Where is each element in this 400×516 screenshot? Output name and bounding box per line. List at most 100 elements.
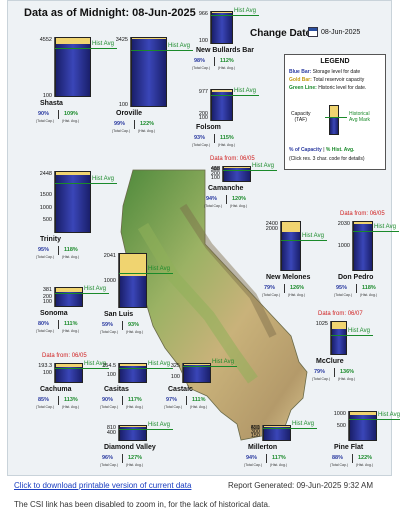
reservoir-capacity-bar[interactable] xyxy=(281,221,301,271)
reservoir-axis-tick: 450 xyxy=(250,425,260,431)
reservoir-name-link[interactable]: Camanche xyxy=(208,185,244,192)
reservoir-total-cap-caption: (Total Cap.) xyxy=(192,66,211,70)
reservoir-capacity-bar[interactable] xyxy=(55,171,91,233)
legend-blue: Blue Bar: Storage level for date xyxy=(289,69,360,75)
legend-gold: Gold Bar: Total reservoir capacity xyxy=(289,77,364,83)
reservoir-capacity-bar[interactable] xyxy=(55,287,83,307)
reservoir-capacity-bar[interactable] xyxy=(183,363,211,383)
reservoir-storage-fill xyxy=(120,365,146,382)
reservoir-hist-label: Hist Avg xyxy=(374,224,396,230)
reservoir-total-cap-caption: (Total Cap.) xyxy=(334,293,353,297)
data-from-label: Data from: xyxy=(318,311,347,317)
reservoir-capacity-bar[interactable] xyxy=(55,37,91,97)
reservoir-hist-avg-caption: (Hist. Avg.) xyxy=(126,463,144,467)
reservoir-name-link[interactable]: Millerton xyxy=(248,444,278,451)
reservoir-hist-line xyxy=(331,335,373,337)
calendar-icon[interactable] xyxy=(308,27,318,37)
reservoir-pct-separator xyxy=(58,246,59,255)
reservoir-capacity-bar[interactable] xyxy=(119,363,147,383)
reservoir-name-link[interactable]: Pine Flat xyxy=(334,444,364,451)
reservoir-hist-avg-caption: (Hist. Avg.) xyxy=(356,463,374,467)
reservoir-pct-capacity: 97% xyxy=(166,397,178,403)
reservoir-capacity-bar[interactable] xyxy=(131,37,167,107)
reservoir-capacity-bar[interactable] xyxy=(331,321,347,355)
data-from-date: 06/07 xyxy=(347,311,363,317)
reservoir-capacity-bar[interactable] xyxy=(119,253,147,308)
reservoir-pct-separator xyxy=(284,284,285,293)
reservoir-pct-hist: 120% xyxy=(232,196,247,202)
reservoir-pct-capacity: 94% xyxy=(246,455,258,461)
reservoir-axis-tick: 1500 xyxy=(39,192,52,198)
reservoir-pct-capacity: 96% xyxy=(102,455,114,461)
reservoir-name-link[interactable]: San Luis xyxy=(104,311,134,318)
reservoir-hist-line xyxy=(119,367,173,369)
reservoir-axis-tick: 100 xyxy=(42,92,52,99)
reservoir-name-link[interactable]: New Bullards Bar xyxy=(196,47,254,54)
reservoir-storage-fill xyxy=(264,426,290,440)
reservoir-name-link[interactable]: Trinity xyxy=(40,236,62,243)
reservoir-total-cap-caption: (Total Cap.) xyxy=(36,255,55,259)
reservoir-storage-fill xyxy=(212,12,232,43)
reservoir-axis-tick: 200 xyxy=(198,111,208,118)
reservoir-pct-capacity: 85% xyxy=(38,397,50,403)
reservoir-total-cap-caption: (Total Cap.) xyxy=(164,405,183,409)
download-printable-link[interactable]: Click to download printable version of c… xyxy=(14,481,192,490)
change-date-value[interactable]: 08-Jun-2025 xyxy=(321,29,361,36)
reservoir-axis-tick: 400 xyxy=(210,166,220,172)
reservoir-name-link[interactable]: Castaic xyxy=(168,386,193,393)
reservoir-name-link[interactable]: Don Pedro xyxy=(338,274,374,281)
reservoir-hist-label: Hist Avg xyxy=(378,412,400,419)
reservoir-axis-tick: 3425 xyxy=(115,37,128,43)
reservoir-capacity-bar[interactable] xyxy=(211,89,233,121)
reservoir-name-link[interactable]: Cachuma xyxy=(40,386,72,393)
reservoir-storage-fill xyxy=(132,38,166,106)
reservoir-total-cap-caption: (Total Cap.) xyxy=(330,463,349,467)
reservoir-capacity-bar[interactable] xyxy=(353,221,373,271)
reservoir-axis-tick: 977 xyxy=(198,89,208,95)
reservoir-hist-avg-caption: (Hist. Avg.) xyxy=(270,463,288,467)
reservoir-pct-hist: 93% xyxy=(128,322,140,328)
reservoir-pct-separator xyxy=(58,320,59,329)
reservoir-hist-label: Hist Avg xyxy=(302,232,324,239)
reservoir-total-cap-caption: (Total Cap.) xyxy=(36,405,55,409)
reservoir-hist-avg-caption: (Hist. Avg.) xyxy=(190,405,208,409)
california-map xyxy=(120,169,308,441)
reservoir-hist-label: Hist Avg xyxy=(148,266,170,273)
reservoir-hist-label: Hist Avg xyxy=(92,40,114,47)
reservoir-name-link[interactable]: Oroville xyxy=(116,110,143,117)
reservoir-axis-tick: 2000 xyxy=(265,226,278,233)
reservoir-axis xyxy=(352,221,353,271)
reservoir-axis-tick: 300 xyxy=(250,428,260,435)
reservoir-pct-hist: 122% xyxy=(358,455,373,461)
reservoir-name-link[interactable]: Folsom xyxy=(196,124,221,131)
reservoir-axis xyxy=(330,321,331,355)
data-from-label: Data from: xyxy=(210,156,239,162)
reservoir-hist-line xyxy=(349,419,400,421)
reservoir-hist-avg-caption: (Hist. Avg.) xyxy=(218,143,236,147)
reservoir-name-link[interactable]: Diamond Valley xyxy=(104,444,156,451)
reservoir-capacity-bar[interactable] xyxy=(223,166,251,182)
reservoir-pct-hist: 118% xyxy=(362,285,376,291)
reservoir-pct-capacity: 98% xyxy=(194,58,206,64)
reservoir-name-link[interactable]: Sonoma xyxy=(40,310,68,317)
reservoir-pct-separator xyxy=(58,110,59,119)
reservoir-name-link[interactable]: Casitas xyxy=(104,386,129,393)
reservoir-hist-avg-caption: (Hist. Avg.) xyxy=(62,255,80,259)
reservoir-hist-line xyxy=(119,273,173,275)
reservoir-hist-label: Hist Avg xyxy=(348,328,370,335)
reservoir-capacity-bar[interactable] xyxy=(349,411,377,441)
reservoir-capacity-bar[interactable] xyxy=(211,11,233,44)
reservoir-capacity-bar[interactable] xyxy=(55,363,83,383)
data-from-date: 06/05 xyxy=(71,353,87,359)
reservoir-pct-hist: 136% xyxy=(340,369,355,375)
reservoir-pct-separator xyxy=(266,454,267,463)
reservoir-pct-hist: 111% xyxy=(64,321,78,327)
reservoir-capacity-bar[interactable] xyxy=(119,425,147,441)
reservoir-pct-capacity: 95% xyxy=(38,247,50,253)
reservoir-name-link[interactable]: Shasta xyxy=(40,100,63,107)
reservoir-name-link[interactable]: McClure xyxy=(316,358,344,365)
reservoir-axis xyxy=(182,363,183,383)
reservoir-name-link[interactable]: New Melones xyxy=(266,274,311,281)
reservoir-pct-capacity: 93% xyxy=(194,135,206,141)
legend-blue-desc: Storage level for date xyxy=(312,69,361,75)
